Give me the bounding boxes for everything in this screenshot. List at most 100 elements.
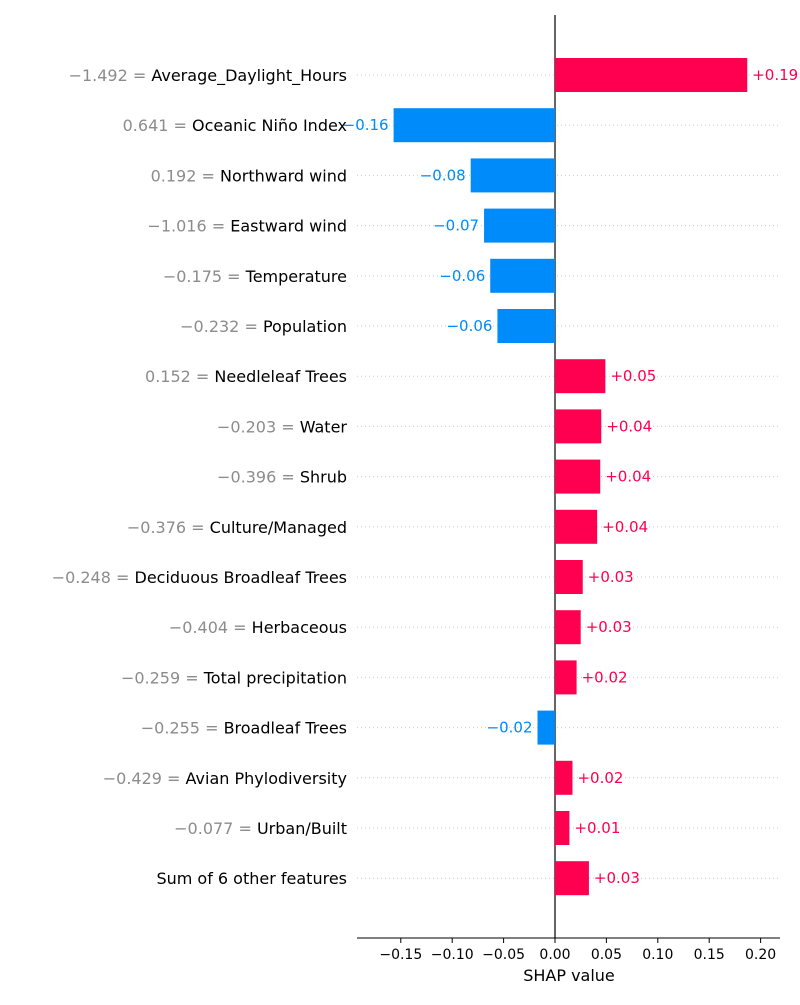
feature-label: −0.259 = Total precipitation bbox=[121, 668, 347, 687]
shap-bar bbox=[555, 760, 573, 795]
feature-name: Water bbox=[300, 417, 348, 436]
equals-separator: = bbox=[222, 267, 246, 286]
feature-name: Herbaceous bbox=[252, 618, 347, 637]
bar-value-label: +0.04 bbox=[606, 417, 652, 435]
feature-name: Northward wind bbox=[220, 166, 347, 185]
shap-bar bbox=[497, 309, 555, 343]
feature-name: Total precipitation bbox=[203, 668, 347, 687]
feature-name: Needleleaf Trees bbox=[214, 367, 347, 386]
feature-name: Average_Daylight_Hours bbox=[151, 66, 347, 86]
feature-value: −1.492 bbox=[69, 66, 128, 85]
x-tick-label: 0.10 bbox=[642, 947, 673, 963]
bar-value-label: +0.01 bbox=[574, 819, 620, 837]
feature-name: Temperature bbox=[245, 267, 347, 286]
equals-separator: = bbox=[228, 618, 252, 637]
feature-name: Eastward wind bbox=[230, 217, 347, 236]
feature-label: −0.376 = Culture/Managed bbox=[127, 518, 347, 537]
shap-bar bbox=[484, 208, 555, 243]
x-tick-label: 0.05 bbox=[591, 947, 622, 963]
feature-value: −0.255 bbox=[141, 719, 200, 738]
feature-value: −0.248 bbox=[52, 568, 111, 587]
shap-bar bbox=[393, 108, 555, 143]
shap-bar bbox=[555, 660, 577, 695]
feature-value: −0.396 bbox=[217, 468, 276, 487]
shap-bar bbox=[470, 158, 555, 193]
shap-bar bbox=[555, 861, 589, 896]
feature-label: −0.396 = Shrub bbox=[217, 468, 347, 487]
feature-name: Sum of 6 other features bbox=[156, 869, 347, 888]
shap-bar bbox=[555, 459, 601, 494]
shap-bar bbox=[555, 610, 581, 645]
shap-bar bbox=[537, 710, 555, 745]
equals-separator: = bbox=[200, 719, 224, 738]
equals-separator: = bbox=[168, 116, 192, 135]
x-tick-label: −0.15 bbox=[379, 947, 422, 963]
feature-value: −0.259 bbox=[121, 668, 180, 687]
x-tick-label: −0.05 bbox=[482, 947, 525, 963]
feature-name: Culture/Managed bbox=[210, 518, 347, 537]
bar-value-label: −0.02 bbox=[487, 719, 533, 737]
feature-value: −0.175 bbox=[163, 267, 222, 286]
feature-name: Urban/Built bbox=[257, 819, 347, 838]
feature-value: −0.404 bbox=[169, 618, 228, 637]
equals-separator: = bbox=[276, 417, 300, 436]
feature-label: −0.429 = Avian Phylodiversity bbox=[103, 769, 347, 788]
feature-name: Oceanic Niño Index bbox=[192, 116, 347, 135]
bar-value-label: +0.03 bbox=[588, 568, 634, 586]
feature-name: Avian Phylodiversity bbox=[186, 769, 347, 788]
feature-label: −0.248 = Deciduous Broadleaf Trees bbox=[52, 568, 347, 587]
bar-value-label: +0.03 bbox=[594, 869, 640, 887]
feature-label: −0.203 = Water bbox=[217, 417, 348, 436]
shap-bar bbox=[555, 509, 598, 544]
equals-separator: = bbox=[180, 668, 204, 687]
shap-bar bbox=[555, 409, 602, 444]
feature-name: Broadleaf Trees bbox=[224, 719, 347, 738]
bar-value-label: +0.04 bbox=[605, 468, 651, 486]
equals-separator: = bbox=[207, 217, 231, 236]
feature-value: −0.232 bbox=[180, 317, 239, 336]
feature-label: −0.404 = Herbaceous bbox=[169, 618, 347, 637]
shap-bar bbox=[555, 58, 748, 92]
x-axis-title: SHAP value bbox=[523, 966, 615, 985]
feature-label: Sum of 6 other features bbox=[156, 869, 347, 888]
bar-value-label: +0.02 bbox=[577, 769, 623, 787]
bar-value-label: −0.06 bbox=[446, 317, 492, 335]
feature-label: −0.255 = Broadleaf Trees bbox=[141, 719, 347, 738]
bar-value-label: −0.07 bbox=[433, 217, 479, 235]
feature-value: −0.203 bbox=[217, 417, 276, 436]
shap-bar bbox=[490, 258, 555, 293]
shap-bar bbox=[555, 811, 570, 845]
bar-value-label: +0.19 bbox=[752, 66, 798, 84]
feature-value: 0.152 bbox=[145, 367, 191, 386]
shap-bar bbox=[555, 560, 583, 594]
equals-separator: = bbox=[239, 317, 263, 336]
x-tick-label: −0.10 bbox=[431, 947, 474, 963]
shap-bar bbox=[555, 359, 606, 394]
bar-value-label: −0.06 bbox=[439, 267, 485, 285]
feature-name: Deciduous Broadleaf Trees bbox=[135, 568, 348, 587]
feature-label: −0.232 = Population bbox=[180, 317, 347, 336]
equals-separator: = bbox=[111, 568, 135, 587]
feature-label: −0.175 = Temperature bbox=[163, 267, 347, 286]
feature-label: −1.492 = Average_Daylight_Hours bbox=[69, 66, 347, 86]
feature-value: −1.016 bbox=[147, 217, 206, 236]
equals-separator: = bbox=[162, 769, 186, 788]
feature-value: 0.641 bbox=[123, 116, 169, 135]
feature-label: 0.641 = Oceanic Niño Index bbox=[123, 116, 347, 135]
feature-name: Population bbox=[263, 317, 347, 336]
feature-label: −0.077 = Urban/Built bbox=[174, 819, 347, 838]
feature-value: −0.429 bbox=[103, 769, 162, 788]
equals-separator: = bbox=[196, 166, 220, 185]
bar-value-label: +0.05 bbox=[610, 367, 656, 385]
bar-value-label: +0.04 bbox=[602, 518, 648, 536]
bar-value-label: +0.02 bbox=[582, 668, 628, 686]
bar-value-label: −0.16 bbox=[343, 116, 389, 134]
feature-label: 0.192 = Northward wind bbox=[151, 166, 347, 185]
equals-separator: = bbox=[128, 66, 152, 85]
feature-value: −0.077 bbox=[174, 819, 233, 838]
equals-separator: = bbox=[191, 367, 215, 386]
feature-value: 0.192 bbox=[151, 166, 197, 185]
feature-label: 0.152 = Needleleaf Trees bbox=[145, 367, 347, 386]
